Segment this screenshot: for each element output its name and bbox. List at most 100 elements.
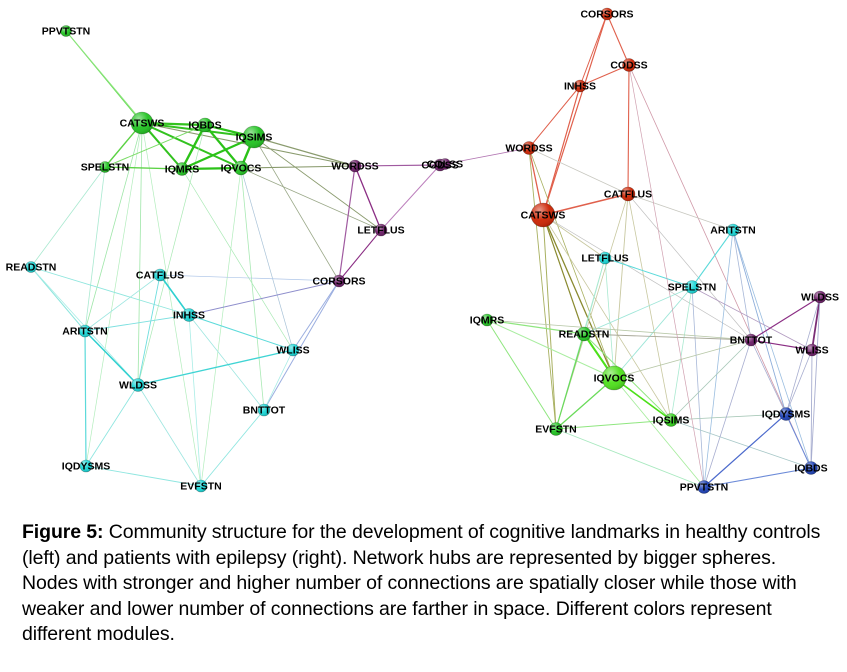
network-edge [528,85,581,149]
network-edge [785,296,821,415]
network-edge [84,330,87,467]
network-edge [528,147,629,195]
network-edge [104,166,183,170]
network-edge [579,64,630,87]
network-edge [628,64,705,488]
node-sphere-shading [804,461,818,475]
network-edge [542,214,585,335]
network-edge [141,122,202,487]
network-edge [810,349,813,469]
network-edge [338,165,356,282]
network-edge [691,286,705,488]
figure-caption-block: Figure 5: Community structure for the de… [0,508,847,672]
node-sphere-shading [154,269,166,281]
network-edge [542,214,615,379]
network-edge [85,465,202,487]
network-edge [486,319,615,379]
node-sphere-shading [577,327,591,341]
node-sphere-shading [25,261,37,273]
node-sphere-shading [602,366,626,390]
node-sphere-shading [685,280,699,294]
network-edge [253,136,340,282]
node-sphere-shading [375,224,387,236]
node-sphere-shading [80,460,92,472]
node-sphere-shading [814,291,826,303]
node-sphere-shading [621,187,635,201]
network-edge [240,167,382,231]
network-edge [200,167,242,487]
node-sphere-shading [333,275,345,287]
network-edge [380,164,441,231]
network-edge [732,229,752,341]
network-edge [555,377,615,430]
node-sphere-shading [60,25,72,37]
network-edge [583,333,672,421]
network-edge [141,122,242,169]
node-sphere-shading [182,308,196,322]
network-edge [338,229,382,282]
network-edge [180,123,207,171]
node-sphere-shading [195,480,207,492]
network-edge [613,377,705,488]
network-edge [263,280,340,411]
network-edge [613,339,752,379]
network-edge [604,257,693,288]
network-edge [84,314,190,332]
network-edge [159,274,340,282]
network-edge [555,428,705,488]
edges-group-epilepsy-patients [444,13,821,488]
node-sphere-shading [599,252,611,264]
network-edge [30,166,106,268]
network-edge [542,214,557,430]
network-edge [810,296,821,469]
figure-caption-body: Community structure for the development … [22,521,821,645]
node-sphere-shading [439,158,451,170]
node-sphere-shading [622,58,636,72]
network-edge [579,13,608,87]
nodes-group-epilepsy-patients [439,7,827,494]
node-sphere-shading [198,118,212,132]
network-edge [137,122,143,386]
network-edge [84,166,106,332]
network-edge [292,280,340,351]
network-edge [732,229,812,469]
network-edge [691,229,734,288]
network-edge [691,286,813,351]
edges-group-healthy-controls [30,30,441,487]
network-edge [253,136,356,167]
network-edge [200,409,265,487]
node-sphere-shading [697,480,711,494]
node-sphere-shading [234,161,248,175]
network-edge [555,333,585,430]
network-edge [750,339,813,351]
network-edge [84,122,143,332]
node-sphere-shading [745,334,757,346]
network-edge [486,319,557,430]
node-sphere-shading [243,126,265,148]
network-edge [104,124,206,168]
network-edge [606,13,630,66]
network-edge [613,193,629,379]
figure-number-label: Figure 5: [22,521,104,543]
network-edge [628,64,812,469]
network-edge [528,147,557,430]
node-sphere-shading [664,413,678,427]
network-edge [703,339,752,488]
network-edge [703,229,734,488]
network-edge [188,314,202,487]
figure-caption-text: Figure 5: Community structure for the de… [22,520,825,648]
network-edge [542,214,752,341]
network-edge [670,419,812,469]
node-sphere-shading [131,378,145,392]
node-sphere-shading [349,160,361,172]
node-sphere-shading [522,141,536,155]
network-edge [528,147,615,379]
node-sphere-shading [531,203,555,227]
node-sphere-shading [99,161,111,173]
network-edge [444,147,530,165]
network-edge [137,274,161,386]
network-edge [203,123,243,170]
network-edge [181,168,294,351]
